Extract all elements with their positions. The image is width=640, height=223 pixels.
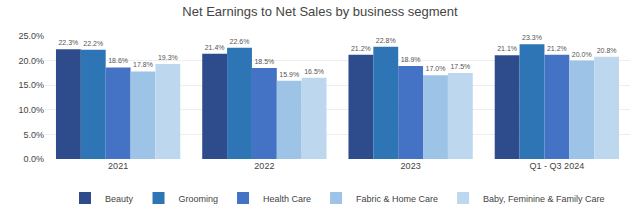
- svg-text:Q1 - Q3 2024: Q1 - Q3 2024: [530, 161, 585, 171]
- svg-text:15.0%: 15.0%: [18, 80, 44, 90]
- svg-text:19.3%: 19.3%: [158, 54, 178, 61]
- svg-text:23.3%: 23.3%: [522, 34, 542, 41]
- svg-text:2023: 2023: [401, 161, 421, 171]
- svg-text:Health Care: Health Care: [263, 194, 311, 204]
- svg-text:15.9%: 15.9%: [279, 71, 299, 78]
- svg-text:21.1%: 21.1%: [497, 45, 517, 52]
- svg-text:17.0%: 17.0%: [426, 65, 446, 72]
- svg-text:25.0%: 25.0%: [18, 31, 44, 41]
- svg-text:0.0%: 0.0%: [23, 154, 44, 164]
- svg-text:2021: 2021: [108, 161, 128, 171]
- svg-text:22.6%: 22.6%: [230, 38, 250, 45]
- svg-text:17.5%: 17.5%: [450, 63, 470, 70]
- svg-text:18.9%: 18.9%: [401, 56, 421, 63]
- svg-text:20.0%: 20.0%: [18, 56, 44, 66]
- svg-text:16.5%: 16.5%: [304, 68, 324, 75]
- svg-text:2022: 2022: [254, 161, 274, 171]
- svg-text:21.2%: 21.2%: [547, 45, 567, 52]
- svg-text:22.3%: 22.3%: [58, 39, 78, 46]
- svg-text:20.8%: 20.8%: [597, 47, 617, 54]
- svg-text:Net Earnings to Net Sales by b: Net Earnings to Net Sales by business se…: [182, 4, 458, 19]
- svg-text:18.5%: 18.5%: [254, 58, 274, 65]
- svg-text:21.4%: 21.4%: [205, 44, 225, 51]
- svg-text:20.0%: 20.0%: [572, 51, 592, 58]
- svg-text:10.0%: 10.0%: [18, 105, 44, 115]
- svg-text:Beauty: Beauty: [105, 194, 134, 204]
- svg-text:Grooming: Grooming: [179, 194, 219, 204]
- svg-text:18.6%: 18.6%: [108, 57, 128, 64]
- svg-text:5.0%: 5.0%: [23, 130, 44, 140]
- svg-text:22.2%: 22.2%: [83, 40, 103, 47]
- svg-text:17.8%: 17.8%: [133, 61, 153, 68]
- svg-text:Baby, Feminine & Family Care: Baby, Feminine & Family Care: [483, 194, 604, 204]
- svg-text:22.8%: 22.8%: [376, 37, 396, 44]
- svg-text:Fabric & Home Care: Fabric & Home Care: [356, 194, 438, 204]
- svg-text:21.2%: 21.2%: [351, 45, 371, 52]
